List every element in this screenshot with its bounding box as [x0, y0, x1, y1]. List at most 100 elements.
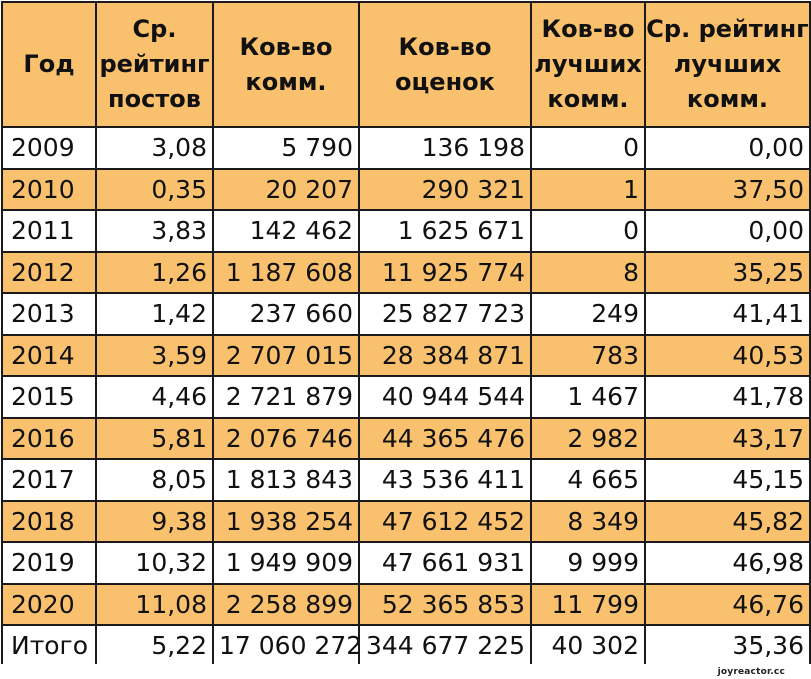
table-row: 2010 0,35 20 207 290 321 1 37,50 — [1, 167, 811, 211]
cell-comment-count: 2 721 879 — [212, 375, 360, 419]
header-avg-best-comment-rating: Ср. рейтинг лучших комм. — [644, 1, 811, 128]
table-body: 2009 3,08 5 790 136 198 0 0,00 2010 0,35 20 207 2… — [1, 126, 811, 668]
cell-vote-count: 47 661 931 — [358, 541, 532, 585]
cell-comment-count: 2 258 899 — [212, 582, 360, 626]
cell-vote-count: 344 677 225 — [358, 624, 532, 668]
cell-avg-post-rating: 1,42 — [95, 292, 214, 336]
cell-avg-best-comment-rating: 46,98 — [644, 541, 811, 585]
cell-avg-best-comment-rating: 45,15 — [644, 458, 811, 502]
cell-vote-count: 11 925 774 — [358, 250, 532, 294]
cell-comment-count: 17 060 272 — [212, 624, 360, 668]
cell-comment-count: 1 813 843 — [212, 458, 360, 502]
cell-avg-best-comment-rating: 41,78 — [644, 375, 811, 419]
table-row: 2014 3,59 2 707 015 28 384 871 783 40,53 — [1, 333, 811, 377]
cell-best-comment-count: 783 — [530, 333, 646, 377]
cell-year: 2013 — [1, 292, 97, 336]
cell-avg-best-comment-rating: 41,41 — [644, 292, 811, 336]
cell-year: 2020 — [1, 582, 97, 626]
cell-avg-post-rating: 3,08 — [95, 126, 214, 170]
cell-avg-best-comment-rating: 43,17 — [644, 416, 811, 460]
cell-year: Итого — [1, 624, 97, 668]
cell-vote-count: 290 321 — [358, 167, 532, 211]
cell-year: 2019 — [1, 541, 97, 585]
cell-vote-count: 43 536 411 — [358, 458, 532, 502]
cell-avg-post-rating: 9,38 — [95, 499, 214, 543]
site-watermark: joyreactor.cc — [717, 667, 785, 677]
cell-avg-best-comment-rating: 0,00 — [644, 126, 811, 170]
cell-vote-count: 25 827 723 — [358, 292, 532, 336]
cell-avg-best-comment-rating: 35,25 — [644, 250, 811, 294]
cell-best-comment-count: 2 982 — [530, 416, 646, 460]
cell-avg-post-rating: 8,05 — [95, 458, 214, 502]
cell-vote-count: 52 365 853 — [358, 582, 532, 626]
cell-comment-count: 2 076 746 — [212, 416, 360, 460]
cell-best-comment-count: 40 302 — [530, 624, 646, 668]
cell-best-comment-count: 0 — [530, 126, 646, 170]
header-avg-post-rating: Ср. рейтинг постов — [95, 1, 214, 128]
header-year: Год — [1, 1, 97, 128]
cell-vote-count: 47 612 452 — [358, 499, 532, 543]
cell-avg-best-comment-rating: 40,53 — [644, 333, 811, 377]
cell-year: 2010 — [1, 167, 97, 211]
cell-comment-count: 2 707 015 — [212, 333, 360, 377]
cell-comment-count: 1 187 608 — [212, 250, 360, 294]
cell-best-comment-count: 249 — [530, 292, 646, 336]
table-row: 2018 9,38 1 938 254 47 612 452 8 349 45,82 — [1, 499, 811, 543]
cell-avg-best-comment-rating: 45,82 — [644, 499, 811, 543]
cell-year: 2017 — [1, 458, 97, 502]
table-row: 2015 4,46 2 721 879 40 944 544 1 467 41,78 — [1, 375, 811, 419]
cell-best-comment-count: 1 — [530, 167, 646, 211]
cell-avg-best-comment-rating: 0,00 — [644, 209, 811, 253]
cell-avg-post-rating: 5,22 — [95, 624, 214, 668]
cell-comment-count: 5 790 — [212, 126, 360, 170]
cell-year: 2018 — [1, 499, 97, 543]
cell-vote-count: 40 944 544 — [358, 375, 532, 419]
header-vote-count: Ков-во оценок — [358, 1, 532, 128]
cell-best-comment-count: 8 349 — [530, 499, 646, 543]
table-row: 2012 1,26 1 187 608 11 925 774 8 35,25 — [1, 250, 811, 294]
cell-vote-count: 28 384 871 — [358, 333, 532, 377]
cell-best-comment-count: 9 999 — [530, 541, 646, 585]
cell-avg-post-rating: 0,35 — [95, 167, 214, 211]
cell-vote-count: 1 625 671 — [358, 209, 532, 253]
cell-avg-best-comment-rating: 46,76 — [644, 582, 811, 626]
cell-avg-post-rating: 11,08 — [95, 582, 214, 626]
table-row: 2017 8,05 1 813 843 43 536 411 4 665 45,15 — [1, 458, 811, 502]
cell-avg-post-rating: 4,46 — [95, 375, 214, 419]
cell-best-comment-count: 4 665 — [530, 458, 646, 502]
cell-year: 2015 — [1, 375, 97, 419]
cell-best-comment-count: 8 — [530, 250, 646, 294]
cell-year: 2014 — [1, 333, 97, 377]
table-row: Итого 5,22 17 060 272 344 677 225 40 302 35,3… — [1, 624, 811, 668]
table-row: 2011 3,83 142 462 1 625 671 0 0,00 — [1, 209, 811, 253]
cell-comment-count: 237 660 — [212, 292, 360, 336]
cell-year: 2016 — [1, 416, 97, 460]
cell-year: 2009 — [1, 126, 97, 170]
cell-avg-best-comment-rating: 35,36 — [644, 624, 811, 668]
cell-avg-post-rating: 3,83 — [95, 209, 214, 253]
cell-best-comment-count: 11 799 — [530, 582, 646, 626]
cell-avg-post-rating: 5,81 — [95, 416, 214, 460]
cell-year: 2012 — [1, 250, 97, 294]
header-comment-count: Ков-во комм. — [212, 1, 360, 128]
cell-avg-best-comment-rating: 37,50 — [644, 167, 811, 211]
table-row: 2009 3,08 5 790 136 198 0 0,00 — [1, 126, 811, 170]
cell-comment-count: 20 207 — [212, 167, 360, 211]
cell-avg-post-rating: 1,26 — [95, 250, 214, 294]
header-row: Год Ср. рейтинг постов Ков-во комм. Ков-… — [1, 1, 811, 128]
cell-year: 2011 — [1, 209, 97, 253]
header-best-comment-count: Ков-во лучших комм. — [530, 1, 646, 128]
cell-avg-post-rating: 3,59 — [95, 333, 214, 377]
cell-vote-count: 44 365 476 — [358, 416, 532, 460]
cell-avg-post-rating: 10,32 — [95, 541, 214, 585]
cell-comment-count: 1 938 254 — [212, 499, 360, 543]
cell-comment-count: 1 949 909 — [212, 541, 360, 585]
cell-comment-count: 142 462 — [212, 209, 360, 253]
cell-best-comment-count: 0 — [530, 209, 646, 253]
cell-best-comment-count: 1 467 — [530, 375, 646, 419]
table-row: 2019 10,32 1 949 909 47 661 931 9 999 46,98 — [1, 541, 811, 585]
cell-vote-count: 136 198 — [358, 126, 532, 170]
table-row: 2020 11,08 2 258 899 52 365 853 11 799 46,76 — [1, 582, 811, 626]
